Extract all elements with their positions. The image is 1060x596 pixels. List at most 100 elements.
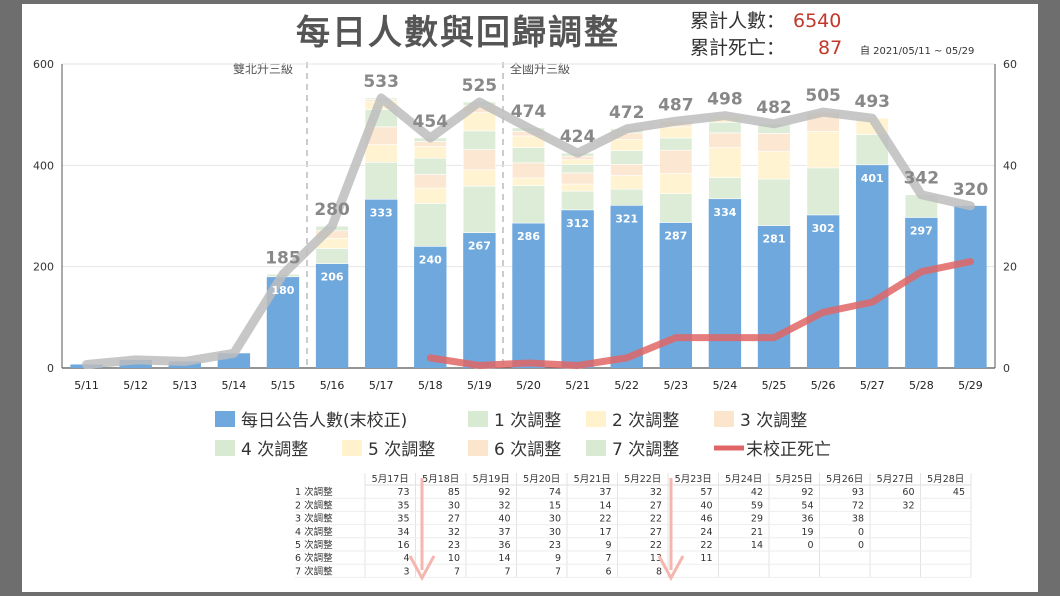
deaths-line	[426, 258, 974, 369]
arrow-down-icon	[657, 555, 685, 582]
bar-adjustment-1	[315, 248, 349, 264]
total-value-label: 474	[511, 102, 547, 122]
x-tick-label: 5/12	[123, 379, 148, 392]
table-cell: 40	[498, 514, 510, 525]
lines-group	[82, 93, 975, 369]
bar-adjustment-2	[708, 147, 742, 178]
table-cell: 32	[650, 487, 662, 498]
x-tick-label: 5/21	[565, 379, 590, 392]
reported-value-label: 302	[812, 222, 835, 235]
bar-adjustment-2	[757, 151, 791, 180]
reported-value-label: 240	[419, 253, 442, 266]
table-cell: 23	[448, 540, 460, 551]
reported-value-label: 297	[910, 225, 933, 238]
bar-adjustment-4	[708, 121, 742, 134]
total-value-label: 185	[265, 248, 301, 268]
table-row-label: 5 次調整	[295, 539, 333, 551]
table-row-label: 7 次調整	[295, 565, 333, 577]
date-range: 自 2021/05/11 ~ 05/29	[860, 44, 974, 57]
table-cell: 59	[751, 500, 763, 511]
bar-adjustment-3	[708, 132, 742, 148]
bar-adjustment-2	[413, 187, 447, 204]
legend-label: 3 次調整	[740, 411, 807, 431]
legend-label: 5 次調整	[368, 440, 435, 460]
total-value-label: 454	[413, 112, 449, 132]
y-tick-right: 0	[1003, 362, 1010, 375]
table-cell: 46	[700, 514, 712, 525]
legend-label: 末校正死亡	[746, 440, 831, 460]
table-cell: 36	[498, 540, 510, 551]
table-cell: 42	[751, 487, 763, 498]
table-cell: 57	[700, 487, 712, 498]
bar-reported	[659, 222, 693, 368]
table-cell: 4	[403, 553, 409, 564]
national-phase-label: 全國升三級	[510, 61, 570, 76]
reported-value-label: 334	[713, 206, 736, 219]
table-cell: 37	[599, 487, 611, 498]
bar-reported	[708, 198, 742, 368]
table-header: 5月27日	[877, 474, 914, 485]
bar-adjustment-3	[462, 149, 496, 171]
table-cell: 35	[397, 500, 409, 511]
table-cell: 72	[852, 500, 864, 511]
table-cell: 45	[953, 487, 965, 498]
reported-value-label: 206	[321, 271, 344, 284]
table-cell: 36	[801, 514, 813, 525]
table-cell: 7	[555, 566, 561, 577]
table-cell: 60	[902, 487, 914, 498]
table-cell: 0	[858, 527, 864, 538]
arrow-down-icon	[408, 555, 436, 582]
x-tick-label: 5/15	[271, 379, 296, 392]
reported-value-label: 287	[664, 230, 687, 243]
table-cell: 9	[605, 540, 611, 551]
total-value-label: 472	[609, 103, 645, 123]
bar-reported	[315, 263, 349, 368]
y-tick-right: 40	[1003, 159, 1017, 172]
table-cell: 0	[807, 540, 813, 551]
table-cell: 16	[397, 540, 409, 551]
legend-label: 7 次調整	[612, 440, 679, 460]
reported-value-label: 286	[517, 230, 540, 243]
x-tick-label: 5/14	[222, 379, 247, 392]
x-tick-label: 5/29	[958, 379, 983, 392]
y-tick-right: 60	[1003, 58, 1017, 71]
legend-label: 6 次調整	[494, 440, 561, 460]
table-cell: 27	[448, 514, 460, 525]
bar-adjustment-1	[757, 178, 791, 226]
reported-value-label: 321	[615, 212, 638, 225]
bar-adjustment-5	[610, 139, 644, 151]
bar-adjustment-2	[659, 173, 693, 195]
bar-reported	[414, 246, 447, 368]
table-cell: 30	[549, 527, 561, 538]
legend-label: 1 次調整	[494, 411, 561, 431]
total-cases-line	[82, 93, 975, 369]
y-tick-left: 0	[47, 362, 54, 375]
table-header: 5月19日	[473, 474, 510, 485]
legend-label: 4 次調整	[241, 440, 308, 460]
table-cell: 22	[599, 514, 611, 525]
bar-reported	[512, 223, 545, 368]
y-tick-left: 600	[33, 58, 54, 71]
bar-adjustment-1	[561, 190, 595, 211]
reported-value-label: 333	[370, 206, 393, 219]
table-cell: 21	[751, 527, 763, 538]
cumulative-cases-value: 6540	[793, 10, 841, 32]
bars-group	[70, 97, 987, 368]
legend-swatch	[468, 411, 488, 427]
table-cell: 32	[902, 500, 914, 511]
bar-adjustment-5	[413, 146, 447, 159]
bar-adjustment-4	[561, 164, 595, 174]
table-cell: 19	[801, 527, 813, 538]
bar-adjustment-3	[511, 162, 546, 179]
total-value-label: 320	[953, 180, 989, 200]
bar-adjustment-5	[659, 126, 693, 139]
legend-swatch	[215, 440, 235, 456]
legend-label: 2 次調整	[612, 411, 679, 431]
table-cell: 34	[397, 527, 409, 538]
bar-adjustment-1	[806, 167, 840, 216]
table-header: 5月21日	[574, 474, 611, 485]
table-cell: 73	[397, 487, 409, 498]
bar-reported	[954, 205, 987, 368]
table-cell: 29	[751, 514, 763, 525]
